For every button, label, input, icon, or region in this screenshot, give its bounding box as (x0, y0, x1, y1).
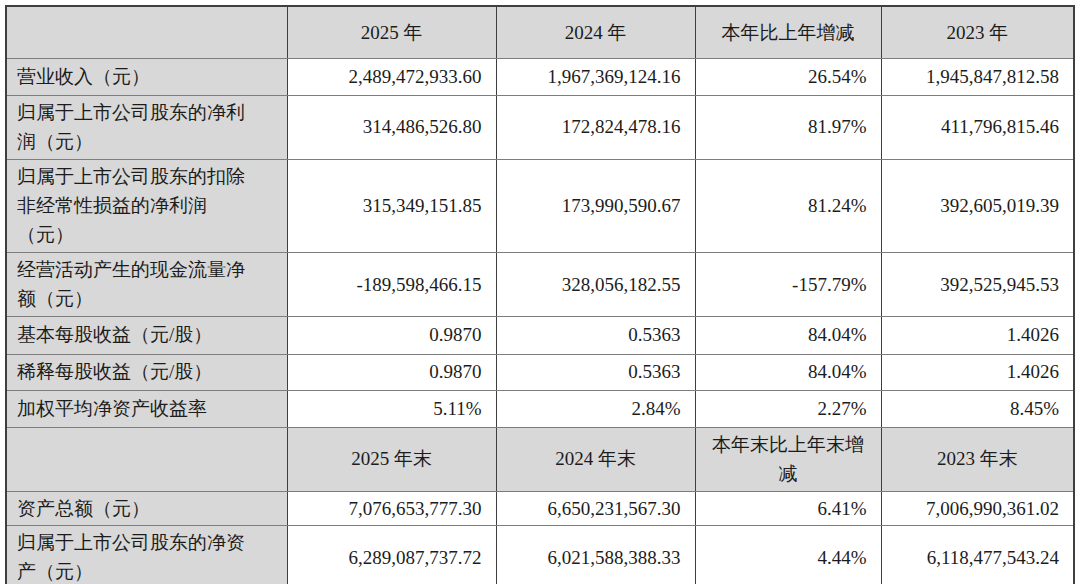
value-2025-end: 6,289,087,737.72 (287, 526, 496, 584)
header-2024: 2024 年 (496, 6, 695, 58)
table-row-revenue: 营业收入（元） 2,489,472,933.60 1,967,369,124.1… (6, 58, 1074, 95)
value-2024: 173,990,590.67 (496, 159, 695, 252)
header-2025: 2025 年 (287, 6, 496, 58)
corner-cell-blank (6, 6, 287, 58)
value-yoy: 84.04% (695, 316, 881, 354)
value-yoy: 81.97% (695, 95, 881, 159)
value-2023: 411,796,815.46 (881, 95, 1074, 159)
table-row-weighted-avg-roe: 加权平均净资产收益率 5.11% 2.84% 2.27% 8.45% (6, 390, 1074, 427)
row-label: 归属于上市公司股东的扣除非经常性损益的净利润（元） (6, 159, 287, 252)
value-2023: 8.45% (881, 390, 1074, 427)
value-2024: 2.84% (496, 390, 695, 427)
header-yoy-change: 本年比上年增减 (695, 6, 881, 58)
row-label: 稀释每股收益（元/股） (6, 354, 287, 390)
table-row-total-assets: 资产总额（元） 7,076,653,777.30 6,650,231,567.3… (6, 491, 1074, 525)
value-2025: 5.11% (287, 390, 496, 427)
row-label: 归属于上市公司股东的净资产（元） (6, 526, 287, 584)
value-yoy: 2.27% (695, 390, 881, 427)
value-2025: 2,489,472,933.60 (287, 58, 496, 95)
header-2023: 2023 年 (881, 6, 1074, 58)
value-2023: 1.4026 (881, 316, 1074, 354)
value-2025: 315,349,151.85 (287, 159, 496, 252)
value-yoy: 26.54% (695, 58, 881, 95)
header-2024-end: 2024 年末 (496, 427, 695, 491)
row-label: 经营活动产生的现金流量净额（元） (6, 252, 287, 316)
value-2025-end: 7,076,653,777.30 (287, 491, 496, 525)
value-2024: 0.5363 (496, 354, 695, 390)
value-2023-end: 6,118,477,543.24 (881, 526, 1074, 584)
value-2024: 328,056,182.55 (496, 252, 695, 316)
financial-summary-table: 2025 年 2024 年 本年比上年增减 2023 年 营业收入（元） 2,4… (5, 5, 1075, 584)
value-yearend-change: 6.41% (695, 491, 881, 525)
value-yoy: -157.79% (695, 252, 881, 316)
value-2025: -189,598,466.15 (287, 252, 496, 316)
section2-header-row: 2025 年末 2024 年末 本年末比上年末增减 2023 年末 (6, 427, 1074, 491)
value-yoy: 84.04% (695, 354, 881, 390)
header-2025-end: 2025 年末 (287, 427, 496, 491)
row-label: 加权平均净资产收益率 (6, 390, 287, 427)
value-2023: 392,525,945.53 (881, 252, 1074, 316)
value-2024-end: 6,021,588,388.33 (496, 526, 695, 584)
value-2024: 0.5363 (496, 316, 695, 354)
value-2024: 172,824,478.16 (496, 95, 695, 159)
value-2023-end: 7,006,990,361.02 (881, 491, 1074, 525)
row-label: 归属于上市公司股东的净利润（元） (6, 95, 287, 159)
value-yoy: 81.24% (695, 159, 881, 252)
row-label: 基本每股收益（元/股） (6, 316, 287, 354)
value-2023: 1,945,847,812.58 (881, 58, 1074, 95)
value-2025: 0.9870 (287, 354, 496, 390)
row-label: 营业收入（元） (6, 58, 287, 95)
table-row-net-profit: 归属于上市公司股东的净利润（元） 314,486,526.80 172,824,… (6, 95, 1074, 159)
value-2023: 392,605,019.39 (881, 159, 1074, 252)
value-2023: 1.4026 (881, 354, 1074, 390)
header-yearend-change: 本年末比上年末增减 (695, 427, 881, 491)
header-2023-end: 2023 年末 (881, 427, 1074, 491)
value-yearend-change: 4.44% (695, 526, 881, 584)
table-row-net-assets: 归属于上市公司股东的净资产（元） 6,289,087,737.72 6,021,… (6, 526, 1074, 584)
value-2024: 1,967,369,124.16 (496, 58, 695, 95)
value-2025: 314,486,526.80 (287, 95, 496, 159)
table-row-operating-cash-flow: 经营活动产生的现金流量净额（元） -189,598,466.15 328,056… (6, 252, 1074, 316)
table-row-basic-eps: 基本每股收益（元/股） 0.9870 0.5363 84.04% 1.4026 (6, 316, 1074, 354)
value-2024-end: 6,650,231,567.30 (496, 491, 695, 525)
table-row-net-profit-deducted: 归属于上市公司股东的扣除非经常性损益的净利润（元） 315,349,151.85… (6, 159, 1074, 252)
value-2025: 0.9870 (287, 316, 496, 354)
corner-cell-blank (6, 427, 287, 491)
section1-header-row: 2025 年 2024 年 本年比上年增减 2023 年 (6, 6, 1074, 58)
table-row-diluted-eps: 稀释每股收益（元/股） 0.9870 0.5363 84.04% 1.4026 (6, 354, 1074, 390)
row-label: 资产总额（元） (6, 491, 287, 525)
